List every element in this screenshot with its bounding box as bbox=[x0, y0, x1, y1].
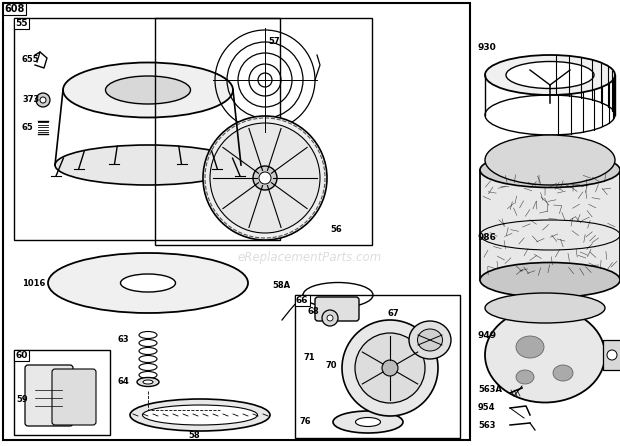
Circle shape bbox=[253, 166, 277, 190]
Text: 1016: 1016 bbox=[22, 278, 45, 288]
Text: 57: 57 bbox=[268, 37, 280, 46]
Text: 954: 954 bbox=[478, 404, 495, 413]
Ellipse shape bbox=[333, 411, 403, 433]
Ellipse shape bbox=[480, 153, 620, 187]
Bar bbox=[603, 340, 620, 370]
Circle shape bbox=[342, 320, 438, 416]
Text: eReplacementParts.com: eReplacementParts.com bbox=[238, 252, 382, 264]
Text: 60: 60 bbox=[15, 351, 27, 360]
Ellipse shape bbox=[516, 370, 534, 384]
Text: 67: 67 bbox=[388, 309, 400, 318]
Text: 58A: 58A bbox=[272, 281, 290, 289]
Circle shape bbox=[607, 350, 617, 360]
Bar bbox=[295, 295, 460, 438]
Text: 66: 66 bbox=[296, 296, 309, 305]
Ellipse shape bbox=[485, 55, 615, 95]
Ellipse shape bbox=[137, 377, 159, 387]
Ellipse shape bbox=[143, 380, 153, 384]
Ellipse shape bbox=[485, 293, 605, 323]
Text: 58: 58 bbox=[188, 430, 200, 439]
Text: 563: 563 bbox=[478, 421, 495, 429]
Ellipse shape bbox=[485, 135, 615, 185]
Bar bbox=[155, 18, 372, 245]
Ellipse shape bbox=[48, 253, 248, 313]
Text: 71: 71 bbox=[303, 354, 314, 363]
Ellipse shape bbox=[63, 62, 233, 117]
FancyBboxPatch shape bbox=[25, 365, 73, 426]
Bar bbox=[480, 170, 620, 280]
Text: 63: 63 bbox=[118, 335, 130, 344]
Text: 563A: 563A bbox=[478, 385, 502, 395]
Ellipse shape bbox=[409, 321, 451, 359]
Ellipse shape bbox=[130, 399, 270, 431]
Text: 608: 608 bbox=[4, 4, 24, 14]
Circle shape bbox=[203, 116, 327, 240]
Text: 55: 55 bbox=[15, 19, 27, 28]
Text: 56: 56 bbox=[330, 226, 342, 235]
FancyBboxPatch shape bbox=[52, 369, 96, 425]
Circle shape bbox=[355, 333, 425, 403]
Circle shape bbox=[327, 315, 333, 321]
Circle shape bbox=[259, 172, 271, 184]
Circle shape bbox=[322, 310, 338, 326]
Text: 64: 64 bbox=[118, 377, 130, 387]
Text: 65: 65 bbox=[22, 123, 33, 132]
Text: 930: 930 bbox=[478, 44, 497, 53]
Text: 68: 68 bbox=[308, 307, 320, 317]
Text: 655: 655 bbox=[22, 55, 40, 65]
FancyBboxPatch shape bbox=[315, 297, 359, 321]
Text: 70: 70 bbox=[325, 360, 337, 369]
Circle shape bbox=[382, 360, 398, 376]
Ellipse shape bbox=[105, 76, 190, 104]
Text: 373: 373 bbox=[22, 95, 39, 104]
Text: 59: 59 bbox=[16, 396, 28, 405]
Ellipse shape bbox=[55, 145, 241, 185]
Ellipse shape bbox=[417, 329, 443, 351]
Ellipse shape bbox=[120, 274, 175, 292]
Bar bbox=[3, 3, 470, 440]
Text: 949: 949 bbox=[478, 330, 497, 339]
Ellipse shape bbox=[143, 405, 257, 425]
Bar bbox=[14, 18, 280, 240]
Ellipse shape bbox=[485, 307, 605, 402]
Ellipse shape bbox=[553, 365, 573, 381]
Ellipse shape bbox=[355, 417, 381, 426]
Ellipse shape bbox=[516, 336, 544, 358]
Circle shape bbox=[210, 123, 320, 233]
Circle shape bbox=[40, 97, 46, 103]
Ellipse shape bbox=[480, 263, 620, 297]
Text: 76: 76 bbox=[300, 417, 312, 426]
Ellipse shape bbox=[506, 62, 594, 88]
Circle shape bbox=[36, 93, 50, 107]
Text: 986: 986 bbox=[478, 234, 497, 243]
Bar bbox=[14, 350, 110, 435]
